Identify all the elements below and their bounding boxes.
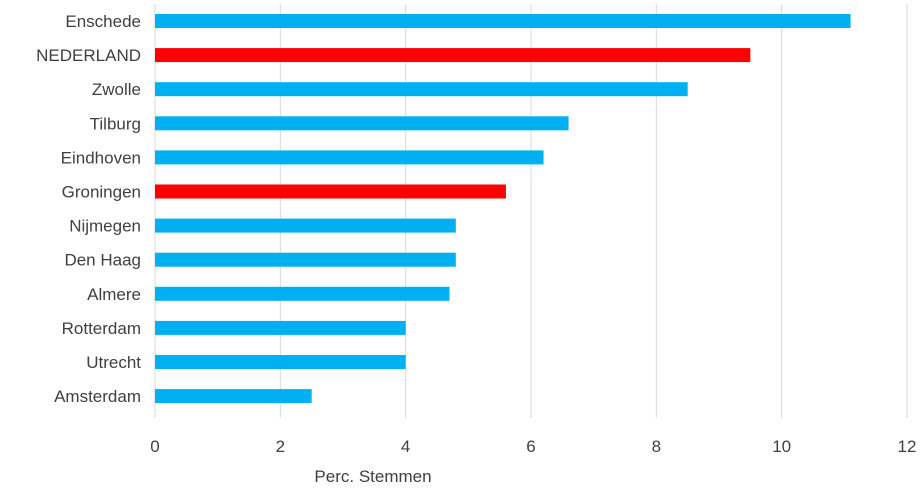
x-tick-label: 10 [772, 437, 791, 456]
bar-utrecht [155, 355, 406, 369]
category-label: Rotterdam [62, 319, 141, 338]
category-label: Tilburg [90, 114, 141, 133]
category-label: Den Haag [64, 251, 141, 270]
x-tick-label: 6 [526, 437, 535, 456]
gridlines [154, 4, 908, 418]
category-label: Nijmegen [69, 217, 141, 236]
x-tick-label: 12 [898, 437, 917, 456]
bar-nijmegen [155, 218, 456, 233]
x-tick-label: 4 [401, 437, 410, 456]
x-tick-label: 8 [652, 437, 661, 456]
bar-nederland [155, 48, 751, 63]
category-label: Amsterdam [54, 387, 141, 406]
category-label: NEDERLAND [36, 46, 141, 65]
bars [155, 14, 851, 404]
bar-rotterdam [155, 320, 406, 335]
category-label: Enschede [65, 12, 141, 31]
category-labels: Enschede NEDERLAND Zwolle Tilburg Eindhoven G… [36, 12, 141, 406]
category-label: Almere [87, 285, 141, 304]
bar-eindhoven [155, 150, 544, 165]
category-label: Utrecht [86, 353, 141, 372]
bar-den-haag [155, 252, 456, 267]
x-axis-title: Perc. Stemmen [314, 467, 431, 486]
bar-amsterdam [155, 389, 312, 404]
category-label: Eindhoven [61, 148, 141, 167]
x-tick-label: 2 [276, 437, 285, 456]
bar-enschede [155, 14, 851, 28]
category-label: Groningen [62, 183, 141, 202]
x-tick-label: 0 [150, 437, 159, 456]
x-tick-labels: 0 2 4 6 8 10 12 [150, 437, 916, 456]
bar-groningen [155, 184, 506, 199]
bar-almere [155, 286, 450, 301]
bar-tilburg [155, 116, 569, 131]
bar-zwolle [155, 82, 688, 97]
category-label: Zwolle [92, 80, 141, 99]
